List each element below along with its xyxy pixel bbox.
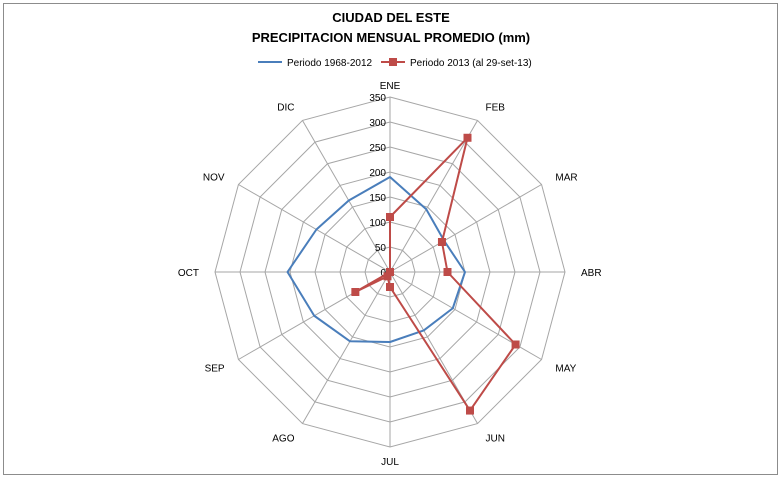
grid-spoke-nov: [238, 184, 391, 273]
series-2-point-feb: [463, 133, 472, 142]
legend-marker-series-2: [389, 58, 397, 66]
legend: Periodo 1968-2012 Periodo 2013 (al 29-se…: [258, 58, 532, 69]
radial-tick-150: 150: [369, 193, 386, 204]
radial-tick-250: 250: [369, 143, 386, 154]
category-label-may: MAY: [555, 364, 576, 375]
series-2-point-abr: [443, 268, 452, 276]
series-2-point-sep: [351, 288, 360, 296]
radial-tick-50: 50: [375, 243, 387, 254]
series-2-point-mar: [437, 238, 446, 246]
grid-spoke-mar: [389, 184, 542, 273]
category-labels: ENE FEB MAR ABR MAY JUN JUL AGO SEP OCT NOV DIC: [178, 81, 602, 468]
category-label-ago: AGO: [272, 433, 294, 444]
series-2-point-dic: [386, 268, 394, 276]
category-label-feb: FEB: [486, 103, 506, 114]
category-label-sep: SEP: [205, 364, 225, 375]
series-layer: [286, 133, 520, 415]
category-label-dic: DIC: [277, 103, 294, 114]
radial-tick-labels: 0 50 100 150 200 250 300 350: [369, 93, 386, 279]
radial-tick-300: 300: [369, 118, 386, 129]
series-2-point-may: [511, 340, 520, 349]
category-label-ene: ENE: [380, 81, 401, 92]
series-2-point-jul: [386, 283, 394, 291]
category-label-nov: NOV: [203, 173, 225, 184]
legend-label-series-2: Periodo 2013 (al 29-set-13): [410, 58, 532, 69]
chart-title: CIUDAD DEL ESTE: [332, 10, 450, 25]
category-label-jun: JUN: [486, 433, 505, 444]
series-2-point-jun: [466, 406, 474, 415]
chart-subtitle: PRECIPITACION MENSUAL PROMEDIO (mm): [252, 30, 530, 45]
radial-tick-0: 0: [380, 268, 386, 279]
grid-spoke-dic: [302, 120, 391, 273]
category-label-jul: JUL: [381, 457, 399, 468]
grid-spoke-ago: [302, 271, 391, 424]
category-label-oct: OCT: [178, 268, 199, 279]
radial-tick-100: 100: [369, 218, 386, 229]
radial-tick-350: 350: [369, 93, 386, 104]
grid-spoke-feb: [389, 120, 478, 273]
category-label-abr: ABR: [581, 268, 602, 279]
series-2-point-ago: [383, 272, 392, 281]
radial-tick-200: 200: [369, 168, 386, 179]
legend-label-series-1: Periodo 1968-2012: [287, 58, 373, 69]
series-2-point-ene: [386, 213, 394, 221]
category-label-mar: MAR: [555, 173, 577, 184]
